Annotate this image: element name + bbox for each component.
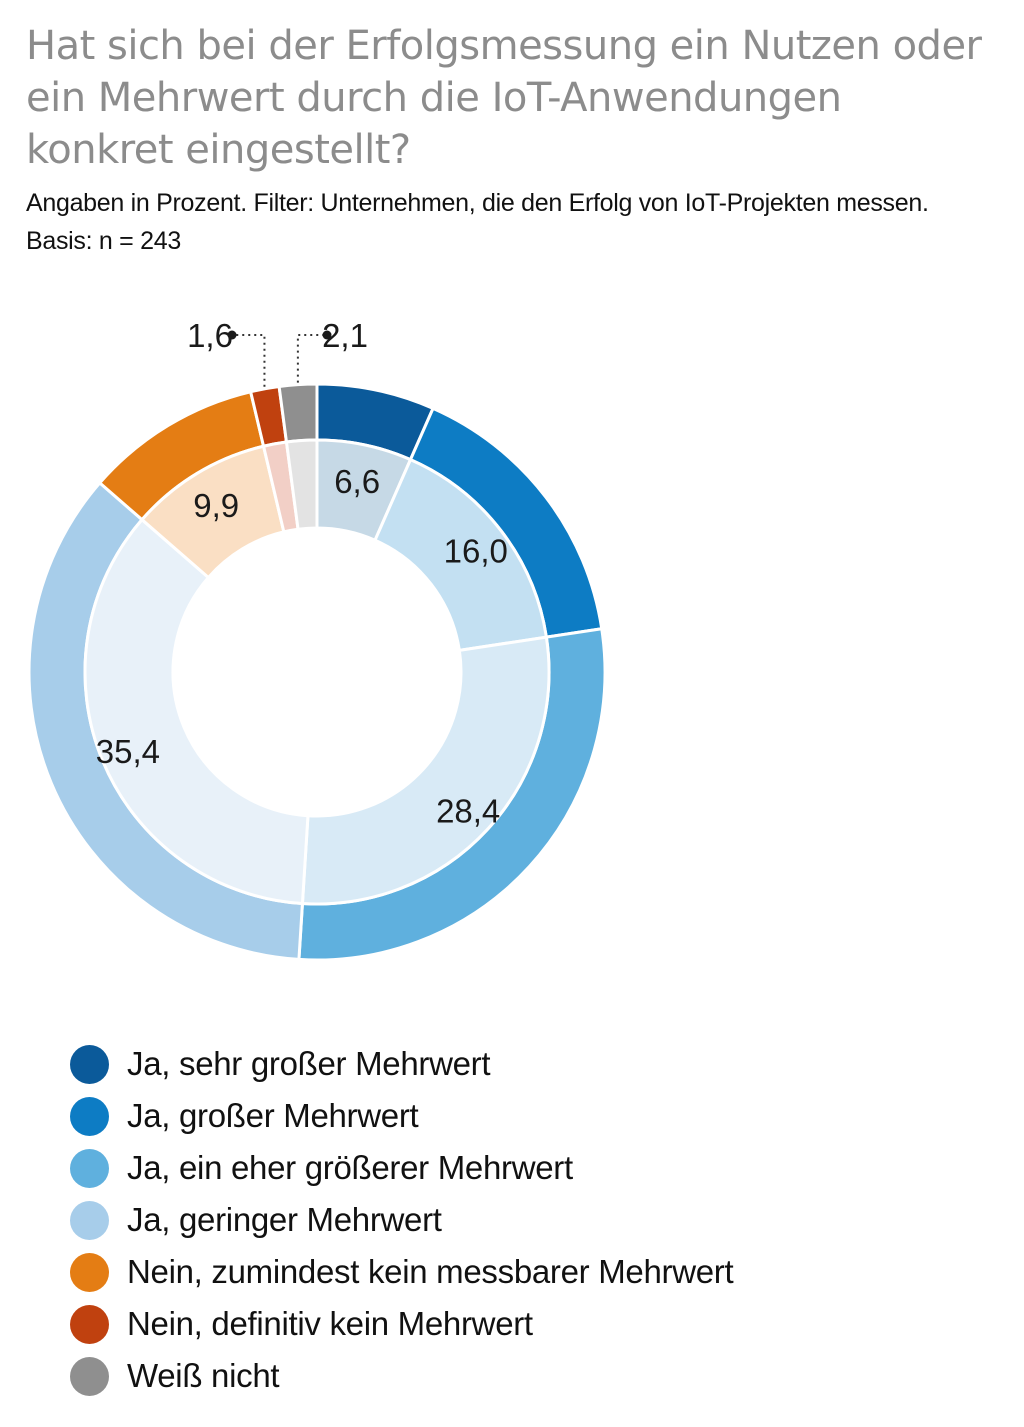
legend-label-nein-zumindest-kein-messbarer-mehrwert: Nein, zumindest kein messbarer Mehrwert (127, 1253, 734, 1290)
chart-legend: Ja, sehr großer Mehrwert Ja, großer Mehrw… (70, 1038, 734, 1402)
value-label-ja-geringer-mehrwert: 35,4 (96, 733, 160, 770)
legend-swatch-ja-geringer-mehrwert (70, 1200, 109, 1240)
leader-line-nein-definitiv-kein-mehrwert (232, 334, 266, 387)
value-label-ja-grosser-mehrwert: 16,0 (444, 532, 508, 569)
value-label-nein-definitiv-kein-mehrwert: 1,6 (187, 317, 233, 354)
chart-title: Hat sich bei der Erfolgsmessung ein Nutz… (26, 23, 982, 173)
legend-item-ja-sehr-grosser-mehrwert: Ja, sehr großer Mehrwert (70, 1038, 733, 1090)
slice-inner-ja-geringer-mehrwert (83, 517, 310, 906)
value-label-ja-ein-eher-groesserer-mehrwert: 28,4 (436, 792, 500, 829)
slice-labels: 6,616,028,435,49,91,6 2,1 (96, 317, 508, 829)
donut-chart: 6,616,028,435,49,91,6 2,1 (27, 317, 607, 962)
legend-swatch-weiss-nicht (70, 1356, 109, 1396)
legend-swatch-ja-ein-eher-groesserer-mehrwert (70, 1148, 109, 1188)
legend-label-ja-sehr-grosser-mehrwert: Ja, sehr großer Mehrwert (127, 1045, 491, 1082)
legend-item-ja-ein-eher-groesserer-mehrwert: Ja, ein eher größerer Mehrwert (70, 1142, 733, 1194)
legend-swatch-nein-definitiv-kein-mehrwert (70, 1304, 109, 1344)
chart-subtitle: Angaben in Prozent. Filter: Unternehmen,… (26, 184, 1016, 260)
legend-label-ja-ein-eher-groesserer-mehrwert: Ja, ein eher größerer Mehrwert (127, 1149, 573, 1186)
leader-dot-weiss-nicht (322, 330, 332, 340)
value-label-ja-sehr-grosser-mehrwert: 6,6 (334, 463, 380, 500)
legend-label-nein-definitiv-kein-mehrwert: Nein, definitiv kein Mehrwert (127, 1305, 533, 1342)
legend-label-weiss-nicht: Weiß nicht (127, 1357, 280, 1394)
leader-line-weiss-nicht (296, 334, 327, 383)
legend-item-ja-grosser-mehrwert: Ja, großer Mehrwert (70, 1090, 733, 1142)
leader-dot-nein-definitiv-kein-mehrwert (227, 330, 237, 340)
slice-inner-weiss-nicht (284, 438, 319, 531)
legend-swatch-nein-zumindest-kein-messbarer-mehrwert (70, 1252, 109, 1292)
legend-item-nein-zumindest-kein-messbarer-mehrwert: Nein, zumindest kein messbarer Mehrwert (70, 1246, 734, 1298)
legend-label-ja-geringer-mehrwert: Ja, geringer Mehrwert (127, 1201, 442, 1238)
legend-label-ja-grosser-mehrwert: Ja, großer Mehrwert (127, 1097, 419, 1134)
legend-item-nein-definitiv-kein-mehrwert: Nein, definitiv kein Mehrwert (70, 1298, 733, 1350)
subtitle-sample-size: Basis: n = 243 (26, 227, 181, 255)
legend-swatch-ja-sehr-grosser-mehrwert (70, 1044, 109, 1084)
donut-slices (27, 382, 607, 962)
slice-inner-ja-ein-eher-groesserer-mehrwert (300, 635, 551, 906)
value-label-nein-zumindest-kein-messbarer-mehrwert: 9,9 (193, 487, 239, 524)
legend-item-ja-geringer-mehrwert: Ja, geringer Mehrwert (70, 1194, 733, 1246)
subtitle-filter-note: Angaben in Prozent. Filter: Unternehmen,… (26, 189, 929, 217)
legend-item-weiss-nicht: Weiß nicht (70, 1350, 733, 1402)
slice-outer-weiss-nicht (277, 382, 319, 444)
legend-swatch-ja-grosser-mehrwert (70, 1096, 109, 1136)
